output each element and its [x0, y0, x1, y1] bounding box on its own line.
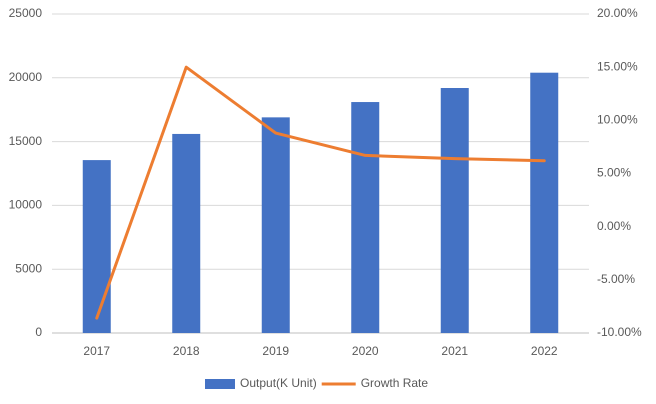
y-tick-label: 0: [35, 325, 42, 339]
bar: [172, 133, 201, 333]
y-tick-label: 15000: [9, 134, 43, 148]
x-tick-label: 2020: [352, 344, 379, 358]
bar: [530, 72, 559, 334]
bar: [82, 160, 111, 333]
x-tick-label: 2019: [262, 344, 289, 358]
y2-tick-label: -10.00%: [597, 325, 642, 339]
y-tick-label: 10000: [9, 198, 43, 212]
legend-label: Output(K Unit): [240, 376, 317, 390]
y-tick-label: 5000: [15, 261, 42, 275]
bar: [261, 117, 290, 333]
bar: [440, 88, 469, 334]
y-tick-label: 25000: [9, 6, 43, 20]
line: [95, 65, 546, 320]
x-tick-label: 2021: [441, 344, 468, 358]
y2-tick-label: 15.00%: [597, 59, 638, 73]
x-tick-label: 2017: [83, 344, 110, 358]
y2-tick-label: 20.00%: [597, 6, 638, 20]
y2-tick-label: 5.00%: [597, 166, 631, 180]
y-tick-label: 20000: [9, 70, 43, 84]
legend-swatch: [205, 379, 235, 389]
y2-tick-label: 10.00%: [597, 113, 638, 127]
x-tick-label: 2022: [531, 344, 558, 358]
legend-label: Growth Rate: [361, 376, 429, 390]
y2-tick-label: -5.00%: [597, 272, 635, 286]
y2-tick-label: 0.00%: [597, 219, 631, 233]
bar: [351, 102, 380, 333]
x-tick-label: 2018: [173, 344, 200, 358]
